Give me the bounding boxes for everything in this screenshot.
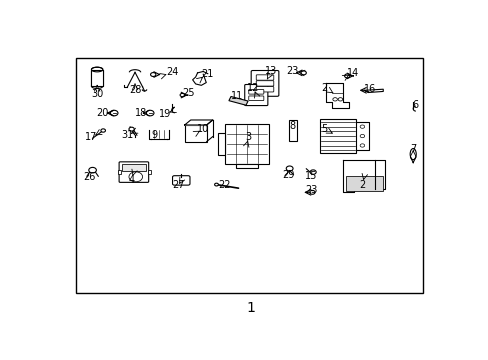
Bar <box>319 120 355 153</box>
Circle shape <box>150 73 156 76</box>
Text: 24: 24 <box>166 67 179 77</box>
Bar <box>76 58 422 293</box>
Text: 25: 25 <box>182 87 194 98</box>
Circle shape <box>301 71 305 75</box>
Circle shape <box>309 170 316 174</box>
Circle shape <box>344 74 349 78</box>
Bar <box>224 124 268 165</box>
Ellipse shape <box>91 67 102 72</box>
Text: 27: 27 <box>172 180 184 190</box>
Text: 26: 26 <box>83 172 96 182</box>
Text: 30: 30 <box>91 90 103 99</box>
Text: 20: 20 <box>97 108 109 118</box>
Circle shape <box>359 125 364 128</box>
Circle shape <box>359 134 364 138</box>
Circle shape <box>332 98 337 101</box>
Text: 5: 5 <box>321 124 327 134</box>
Bar <box>122 163 145 171</box>
FancyBboxPatch shape <box>248 90 264 94</box>
Ellipse shape <box>409 149 415 159</box>
Text: 23: 23 <box>305 185 317 194</box>
Text: 12: 12 <box>246 82 259 93</box>
Text: 14: 14 <box>346 68 358 78</box>
Bar <box>235 165 257 168</box>
Text: 18: 18 <box>134 108 146 118</box>
Text: 23: 23 <box>285 66 298 76</box>
Text: 7: 7 <box>409 144 415 153</box>
Circle shape <box>146 110 154 116</box>
Text: 22: 22 <box>217 180 230 190</box>
FancyBboxPatch shape <box>172 176 189 185</box>
Polygon shape <box>343 160 385 192</box>
Text: 8: 8 <box>288 121 295 131</box>
Text: 21: 21 <box>201 69 213 79</box>
FancyBboxPatch shape <box>251 71 278 96</box>
Polygon shape <box>364 89 383 93</box>
Circle shape <box>110 110 118 116</box>
Text: 29: 29 <box>282 170 294 180</box>
Text: 2: 2 <box>321 82 327 93</box>
Circle shape <box>285 166 292 171</box>
Polygon shape <box>228 96 247 105</box>
FancyBboxPatch shape <box>244 85 267 105</box>
Text: 6: 6 <box>411 100 418 110</box>
Bar <box>147 170 150 174</box>
FancyBboxPatch shape <box>256 75 273 80</box>
Text: 10: 10 <box>197 124 209 134</box>
Circle shape <box>359 144 364 147</box>
Bar <box>288 120 297 141</box>
FancyBboxPatch shape <box>256 81 273 86</box>
Polygon shape <box>184 120 212 125</box>
Text: 9: 9 <box>151 130 157 140</box>
Bar <box>91 69 102 86</box>
FancyBboxPatch shape <box>248 96 264 100</box>
Text: 19: 19 <box>159 109 171 119</box>
Text: 17: 17 <box>85 132 98 143</box>
Text: 13: 13 <box>265 66 277 76</box>
Bar <box>218 133 224 156</box>
Text: 28: 28 <box>128 85 141 95</box>
Text: 1: 1 <box>245 301 255 315</box>
Bar <box>118 170 121 174</box>
Circle shape <box>129 172 142 182</box>
FancyBboxPatch shape <box>119 162 148 183</box>
Circle shape <box>180 93 184 97</box>
Circle shape <box>309 190 314 194</box>
Text: 31: 31 <box>121 130 133 140</box>
Bar <box>184 125 206 141</box>
Ellipse shape <box>91 84 102 89</box>
Circle shape <box>101 129 105 132</box>
Circle shape <box>338 98 342 101</box>
Circle shape <box>89 167 96 173</box>
Text: 2: 2 <box>359 180 365 190</box>
Text: 4: 4 <box>128 175 134 185</box>
Text: 16: 16 <box>363 84 375 94</box>
Bar <box>91 69 102 86</box>
Text: 15: 15 <box>305 171 317 181</box>
Circle shape <box>129 127 134 131</box>
Bar <box>91 69 102 86</box>
Text: 11: 11 <box>231 91 243 102</box>
Text: 3: 3 <box>245 132 251 143</box>
FancyBboxPatch shape <box>256 87 273 92</box>
Circle shape <box>214 183 218 186</box>
Bar <box>345 176 382 190</box>
